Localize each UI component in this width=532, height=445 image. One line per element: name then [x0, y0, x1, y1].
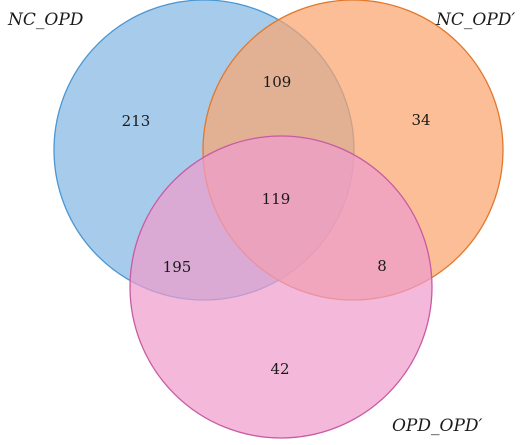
count-nc-opd-only: 213: [122, 112, 151, 130]
count-opd-opd-prime-only: 42: [270, 360, 289, 378]
set-label-nc-opd: NC_OPD: [8, 10, 84, 30]
count-nc-opd-and-opd-opd-prime: 195: [163, 258, 192, 276]
count-nc-opd-prime-only: 34: [411, 111, 430, 129]
count-all-three: 119: [262, 190, 291, 208]
count-nc-opd-and-nc-opd-prime: 109: [263, 73, 292, 91]
set-label-opd-opd-prime: OPD_OPD′: [392, 416, 483, 436]
count-nc-opd-prime-and-opd-opd-prime: 8: [377, 257, 387, 275]
set-circle-opd-opd-prime: [129, 135, 433, 439]
set-label-nc-opd-prime: NC_OPD′: [436, 10, 516, 30]
